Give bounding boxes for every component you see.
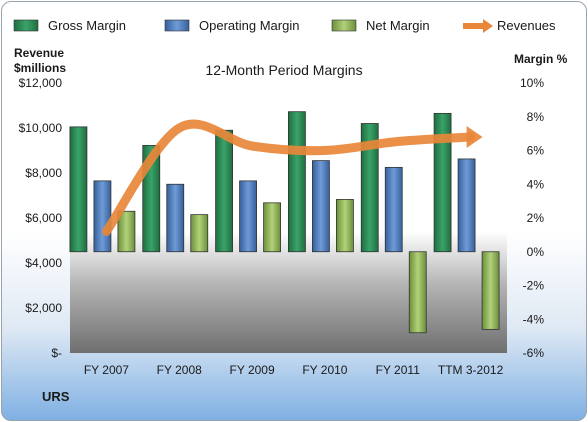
legend-label: Net Margin bbox=[366, 18, 430, 33]
left-tick-label: $- bbox=[51, 346, 62, 360]
bar-gross-margin bbox=[433, 112, 452, 253]
right-tick-label: 2% bbox=[527, 211, 545, 225]
revenue-line-path bbox=[101, 119, 476, 236]
legend-label: Operating Margin bbox=[199, 18, 299, 33]
bar-operating-margin bbox=[239, 180, 257, 253]
left-tick-label: $4,000 bbox=[25, 256, 62, 270]
left-tick-label: $6,000 bbox=[25, 211, 62, 225]
bar-net-margin bbox=[117, 210, 136, 253]
bar-net-margin bbox=[263, 202, 281, 253]
revenue-line bbox=[101, 119, 483, 236]
category-label: FY 2010 bbox=[302, 363, 347, 377]
bar-gross-margin bbox=[360, 123, 379, 253]
bar-net-margin bbox=[481, 251, 500, 330]
bar-gross-margin bbox=[288, 111, 306, 253]
right-tick-label: -6% bbox=[523, 346, 545, 360]
right-axis-title: Margin % bbox=[514, 52, 568, 66]
bar-net-margin bbox=[336, 199, 354, 253]
category-label: TTM 3-2012 bbox=[438, 363, 504, 377]
bar-operating-margin bbox=[312, 160, 330, 253]
bar-net-margin bbox=[408, 251, 427, 334]
left-tick-label: $8,000 bbox=[25, 166, 62, 180]
bar-gross-margin bbox=[69, 126, 88, 253]
right-tick-label: -4% bbox=[523, 312, 545, 326]
right-tick-label: 10% bbox=[520, 76, 544, 90]
left-tick-label: $2,000 bbox=[25, 301, 62, 315]
legend-swatch-operating-margin bbox=[164, 19, 190, 32]
left-tick-label: $12,000 bbox=[19, 76, 63, 90]
right-tick-label: 6% bbox=[527, 144, 545, 158]
bar-operating-margin bbox=[457, 158, 476, 253]
chart-title: 12-Month Period Margins bbox=[205, 62, 362, 78]
left-axis-title-line2: $millions bbox=[14, 61, 66, 75]
legend: Gross Margin Operating Margin Net Margin Re… bbox=[13, 18, 556, 33]
revenue-arrowhead bbox=[466, 126, 483, 148]
legend-label: Revenues bbox=[497, 18, 556, 33]
left-axis-ticks: $- $2,000 $4,000 $6,000 $8,000 $10,000 $12,000 bbox=[19, 76, 63, 360]
category-label: FY 2008 bbox=[157, 363, 202, 377]
category-label: FY 2011 bbox=[376, 363, 421, 377]
legend-arrow-revenues bbox=[483, 19, 493, 33]
right-tick-label: -2% bbox=[523, 279, 545, 293]
right-tick-label: 0% bbox=[527, 245, 545, 259]
bar-gross-margin bbox=[215, 129, 233, 253]
bar-operating-margin bbox=[384, 166, 403, 253]
right-tick-label: 8% bbox=[527, 110, 545, 124]
left-tick-label: $10,000 bbox=[19, 121, 63, 135]
footer-ticker: URS bbox=[42, 389, 70, 404]
right-tick-label: 4% bbox=[527, 177, 545, 191]
legend-swatch-gross-margin bbox=[13, 19, 39, 32]
right-axis-ticks: -6% -4% -2% 0% 2% 4% 6% 8% 10% bbox=[520, 76, 544, 360]
bar-net-margin bbox=[190, 214, 209, 253]
left-axis-title-line1: Revenue bbox=[14, 46, 64, 60]
category-label: FY 2009 bbox=[230, 363, 275, 377]
legend-swatch-net-margin bbox=[331, 19, 357, 32]
bar-operating-margin bbox=[93, 180, 112, 253]
category-label: FY 2007 bbox=[84, 363, 129, 377]
legend-label: Gross Margin bbox=[48, 18, 126, 33]
bar-operating-margin bbox=[166, 183, 185, 253]
category-labels: FY 2007 FY 2008 FY 2009 FY 2010 FY 2011 TTM 3… bbox=[84, 363, 504, 377]
